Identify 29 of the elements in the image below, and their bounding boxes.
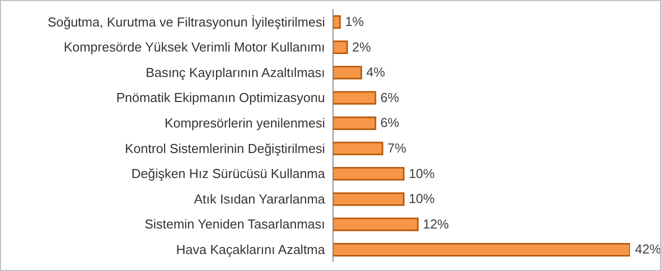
y-tick-label: Hava Kaçaklarını Azaltma bbox=[176, 242, 326, 257]
bar bbox=[333, 167, 404, 181]
bar bbox=[333, 91, 376, 105]
bar bbox=[333, 40, 348, 54]
bar bbox=[333, 192, 404, 206]
bar bbox=[333, 142, 384, 156]
bar bbox=[333, 66, 362, 80]
y-tick-label: Pnömatik Ekipmanın Optimizasyonu bbox=[116, 90, 325, 106]
bar bbox=[333, 15, 341, 29]
y-tick-label: Kompresörde Yüksek Verimli Motor Kullanımı bbox=[64, 40, 325, 55]
y-tick-label: Kompresörlerin yenilenmesi bbox=[164, 115, 326, 130]
bar bbox=[333, 242, 630, 256]
data-label: 12% bbox=[422, 216, 450, 232]
bar bbox=[333, 116, 376, 130]
data-label: 1% bbox=[345, 14, 364, 29]
data-label: 10% bbox=[408, 191, 436, 206]
y-tick-label: Değişken Hız Sürücüsü Kullanma bbox=[131, 166, 326, 182]
y-tick-label: Soğutma, Kurutma ve Filtrasyonun İyileştirilmesi bbox=[48, 14, 326, 30]
y-tick-label: Basınç Kayıplarının Azaltılması bbox=[146, 64, 325, 80]
bar bbox=[333, 218, 419, 232]
data-label: 6% bbox=[380, 90, 400, 105]
data-label: 6% bbox=[380, 115, 400, 130]
data-label: 7% bbox=[388, 140, 407, 156]
y-tick-label: Kontrol Sistemlerinin Değiştirilmesi bbox=[124, 140, 326, 156]
y-tick-label: Atık Isıdan Yararlanma bbox=[194, 191, 326, 206]
y-tick-label: Sistemin Yeniden Tasarlanması bbox=[144, 216, 325, 232]
data-label: 4% bbox=[366, 64, 386, 80]
data-label: 10% bbox=[408, 166, 436, 181]
data-label: 2% bbox=[352, 39, 372, 54]
